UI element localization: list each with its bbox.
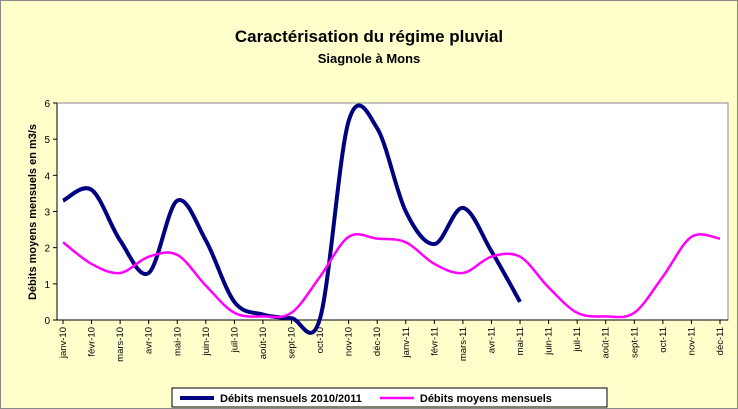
x-tick-label: janv-10 [58,327,69,359]
y-tick-label: 1 [44,280,50,291]
x-tick-label: févr-10 [87,327,98,357]
plot-area [56,102,729,321]
y-tick-label: 5 [44,135,50,146]
x-tick-label: mars-11 [458,327,469,361]
x-tick-label: juil-10 [229,327,240,353]
legend-label: Débits moyens mensuels [420,393,552,405]
y-tick-label: 3 [44,208,50,219]
x-tick-label: oct-10 [315,327,326,353]
y-tick-label: 2 [44,244,50,255]
y-tick-label: 6 [44,99,50,110]
x-tick-label: août-10 [258,327,269,359]
x-tick-label: mai-10 [172,327,183,356]
x-tick-label: mai-11 [515,327,526,355]
y-tick-label: 0 [44,316,50,327]
x-tick-label: juil-11 [572,327,583,353]
x-tick-label: nov-10 [344,327,355,356]
x-tick-label: mars-10 [115,327,126,362]
y-axis-label: Débits moyens mensuels en m3/s [27,124,39,300]
x-tick-label: févr-11 [429,327,440,356]
x-tick-label: janv-11 [401,327,412,358]
x-tick-label: déc-11 [715,327,726,355]
x-tick-label: avr-10 [144,327,155,354]
x-tick-label: nov-11 [686,327,697,355]
x-tick-label: avr-11 [486,327,497,353]
chart-title: Caractérisation du régime pluvial [235,27,503,46]
x-tick-label: juin-11 [544,327,555,356]
legend: Débits mensuels 2010/2011 Débits moyens m… [171,387,608,408]
x-tick-label: sept-11 [629,327,640,358]
y-tick-label: 4 [44,171,50,182]
x-tick-label: sept-10 [287,327,298,359]
x-tick-label: juin-10 [201,327,212,357]
x-tick-label: août-11 [601,327,612,359]
x-tick-label: déc-10 [372,327,383,356]
chart-subtitle: Siagnole à Mons [318,51,421,66]
x-tick-label: oct-11 [658,327,669,353]
series-line [62,103,522,335]
series-line [62,233,721,319]
legend-label: Débits mensuels 2010/2011 [220,393,362,405]
